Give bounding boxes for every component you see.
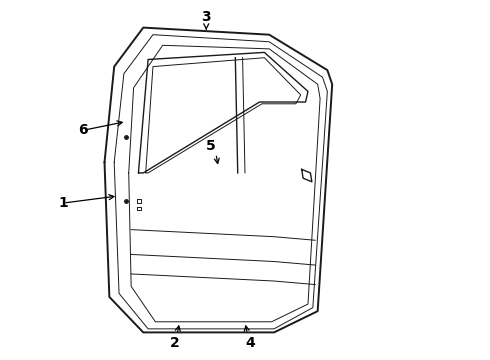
Text: 1: 1: [58, 196, 68, 210]
Text: 2: 2: [170, 336, 180, 350]
Text: 4: 4: [245, 336, 255, 350]
Text: 5: 5: [206, 139, 216, 153]
Text: 3: 3: [201, 10, 211, 24]
Text: 6: 6: [78, 123, 88, 138]
